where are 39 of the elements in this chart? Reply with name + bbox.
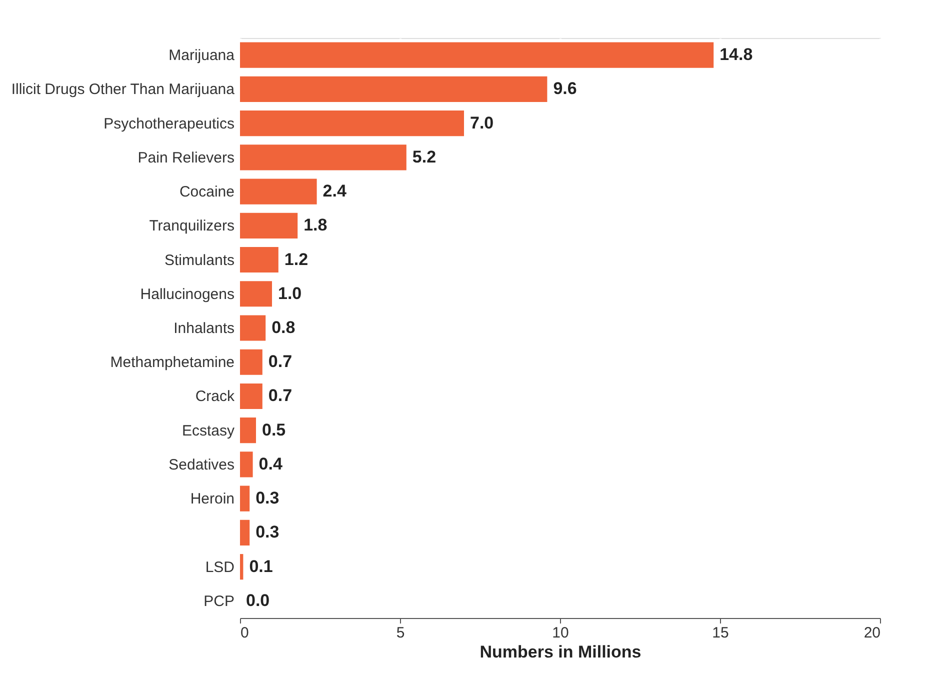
x-tick-label: 15: [712, 624, 729, 642]
y-tick-label: Psychotherapeutics: [104, 115, 234, 132]
x-tick-label: 5: [396, 624, 405, 642]
data-label: 1.8: [304, 216, 328, 235]
y-tick-label: Methamphetamine: [110, 354, 234, 372]
x-axis-title: Numbers in Millions: [480, 642, 642, 662]
data-label: 2.4: [322, 182, 347, 201]
data-label: 0.3: [256, 488, 280, 508]
y-tick-label: LSD: [205, 558, 235, 576]
y-tick-label: Inhalants: [174, 320, 234, 337]
data-label: 0.7: [268, 352, 292, 372]
y-tick-label: Stimulants: [164, 252, 234, 269]
data-label: 14.8: [720, 45, 753, 64]
data-label: 0.5: [262, 420, 286, 440]
y-tick-label: Pain Relievers: [138, 149, 234, 166]
y-tick-label: Cocaine: [179, 184, 234, 201]
x-tick-label: 0: [240, 624, 249, 642]
y-tick-label: Marijuana: [168, 47, 236, 64]
data-label: 0.3: [256, 522, 280, 542]
data-label: 0.0: [246, 590, 270, 610]
data-label: 0.1: [249, 556, 273, 576]
y-tick-label: Ecstasy: [182, 422, 235, 440]
x-tick-label: 20: [864, 624, 880, 642]
data-label: 7.0: [470, 113, 494, 132]
data-label: 1.2: [284, 250, 308, 269]
y-tick-label: Illicit Drugs Other Than Marijuana: [11, 81, 236, 98]
data-label: 1.0: [278, 284, 302, 303]
y-tick-label: Sedatives: [168, 456, 234, 474]
data-label: 5.2: [412, 147, 436, 166]
y-tick-label: Heroin: [190, 490, 234, 508]
data-label: 9.6: [553, 79, 577, 98]
y-tick-label: Tranquilizers: [149, 218, 234, 235]
y-tick-label: Crack: [195, 388, 235, 406]
y-tick-label: PCP: [204, 592, 234, 610]
x-tick-label: 10: [552, 624, 569, 642]
data-label: 0.7: [268, 386, 292, 406]
data-label: 0.4: [258, 454, 283, 474]
y-tick-label: Hallucinogens: [140, 286, 234, 303]
data-label: 0.8: [272, 318, 296, 337]
